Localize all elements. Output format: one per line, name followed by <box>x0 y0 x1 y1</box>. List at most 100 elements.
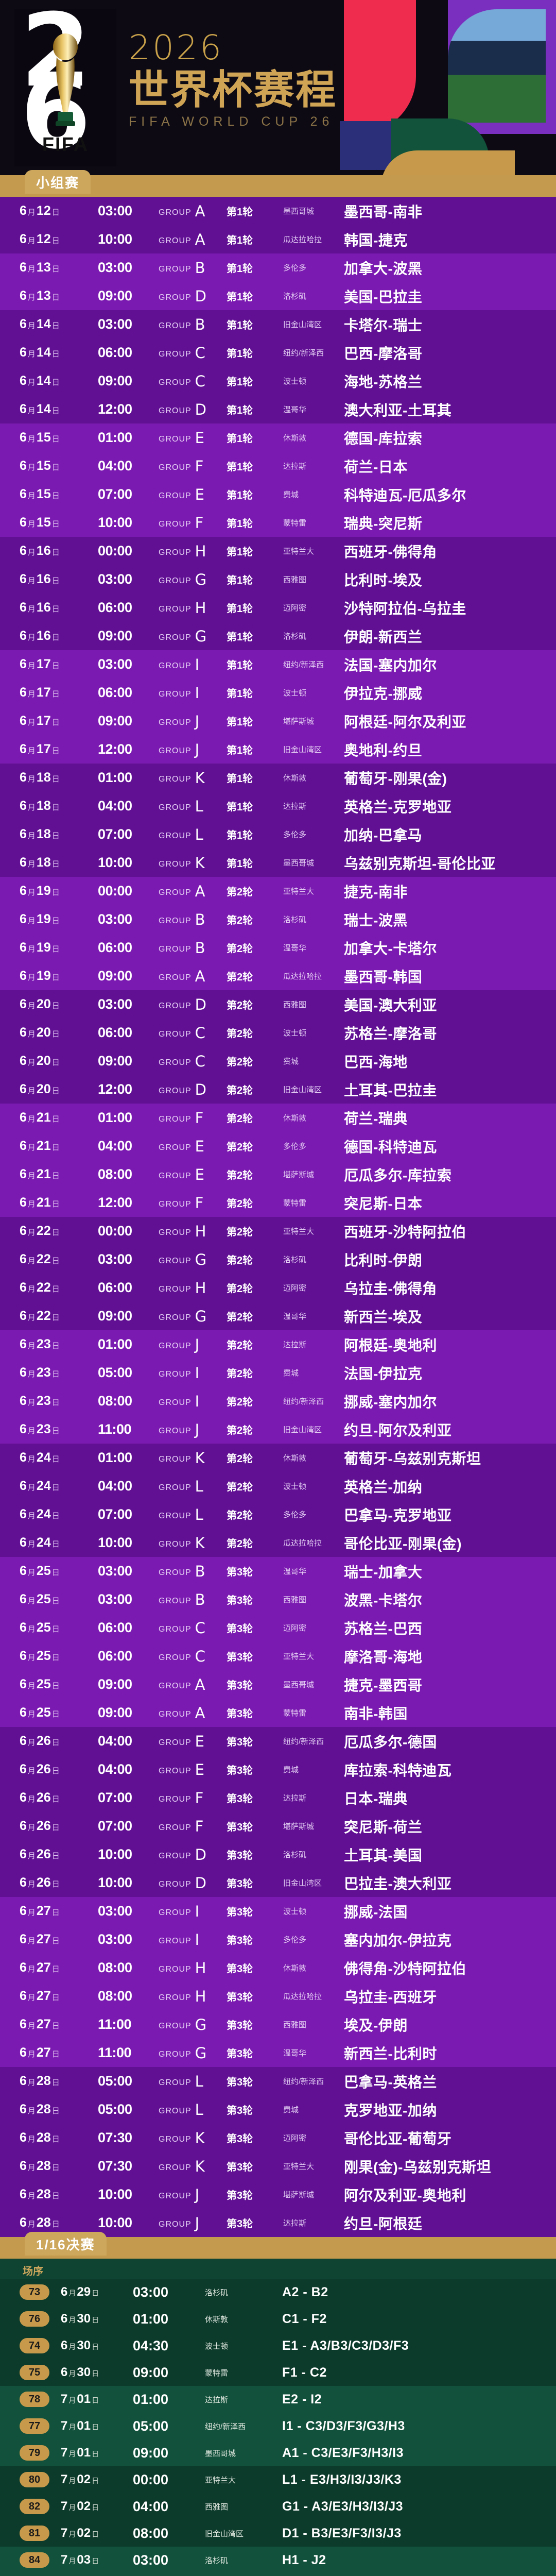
match-group: GROUP A <box>159 230 206 248</box>
match-city: 休斯敦 <box>205 2315 229 2324</box>
match-date: 6 月21 日 <box>20 1110 60 1125</box>
match-group: GROUP I <box>159 1902 200 1920</box>
table-row: 6 月27 日 08:00 GROUP H 第3轮 瓜达拉哈拉 乌拉圭-西班牙 <box>0 1982 556 2010</box>
match-teams: 巴拿马-英格兰 <box>344 2074 437 2090</box>
match-city: 洛杉矶 <box>283 916 307 924</box>
order-column-header: 场序 <box>23 2266 43 2277</box>
section-tab-r32: 1/16决赛 <box>0 2232 556 2259</box>
match-time: 11:00 <box>98 2016 132 2032</box>
match-number-badge: 77 <box>20 2418 49 2434</box>
match-teams: 阿根廷-阿尔及利亚 <box>344 714 466 730</box>
table-row: 6 月22 日 00:00 GROUP H 第2轮 亚特兰大 西班牙-沙特阿拉伯 <box>0 1217 556 1245</box>
match-group: GROUP D <box>159 1080 207 1098</box>
match-date: 6 月25 日 <box>20 1705 60 1720</box>
match-date: 6 月14 日 <box>20 402 60 416</box>
match-city: 纽约/新泽西 <box>283 1737 324 1746</box>
table-row: 6 月19 日 00:00 GROUP A 第2轮 亚特兰大 捷克-南非 <box>0 877 556 905</box>
match-time: 09:00 <box>98 968 132 984</box>
match-city: 达拉斯 <box>283 1341 307 1349</box>
match-date: 6 月17 日 <box>20 657 60 671</box>
match-group: GROUP A <box>159 967 206 985</box>
match-round: 第2轮 <box>227 1538 253 1550</box>
table-row: 6 月20 日 09:00 GROUP C 第2轮 费城 巴西-海地 <box>0 1047 556 1075</box>
match-teams: I1 - C3/D3/F3/G3/H3 <box>282 2418 405 2433</box>
match-time: 10:00 <box>98 855 132 870</box>
match-date: 6 月22 日 <box>20 1280 60 1295</box>
match-round: 第2轮 <box>227 1227 253 1238</box>
match-city: 费城 <box>283 2106 299 2114</box>
match-round: 第3轮 <box>227 2020 253 2031</box>
match-round: 第1轮 <box>227 235 253 246</box>
match-time: 12:00 <box>98 1195 132 1210</box>
match-date: 6 月22 日 <box>20 1224 60 1238</box>
match-teams: 巴西-摩洛哥 <box>344 345 423 362</box>
match-city: 温哥华 <box>283 405 307 414</box>
match-teams: H1 - J2 <box>282 2552 326 2567</box>
match-round: 第2轮 <box>227 915 253 926</box>
match-group: GROUP C <box>159 1647 206 1665</box>
match-city: 旧金山湾区 <box>283 1086 322 1094</box>
match-time: 01:00 <box>98 1110 132 1125</box>
match-date: 6 月16 日 <box>20 600 60 615</box>
hero-banner: 2 6 FIFA 2026 世界杯赛程 FIFA WORLD CUP 26 <box>0 0 556 175</box>
match-time: 03:00 <box>98 656 132 672</box>
match-group: GROUP E <box>159 1760 205 1778</box>
match-group: GROUP K <box>159 769 205 787</box>
match-date: 6 月12 日 <box>20 232 60 246</box>
match-time: 05:00 <box>133 2418 169 2434</box>
match-teams: 伊拉克-挪威 <box>344 685 423 702</box>
match-time: 10:00 <box>98 1875 132 1890</box>
match-city: 达拉斯 <box>205 2395 229 2404</box>
match-round: 第1轮 <box>227 263 253 275</box>
match-time: 07:00 <box>98 1506 132 1522</box>
match-teams: 新西兰-比利时 <box>344 2045 437 2062</box>
match-group: GROUP E <box>159 485 205 503</box>
table-row: 84 7 月03 日 03:00 洛杉矶 H1 - J2 <box>0 2547 556 2573</box>
match-round: 第1轮 <box>227 207 253 218</box>
match-group: GROUP D <box>159 400 207 418</box>
match-time: 09:00 <box>98 1705 132 1720</box>
match-teams: 葡萄牙-刚果(金) <box>344 770 447 787</box>
match-round: 第1轮 <box>227 688 253 700</box>
match-date: 7 月01 日 <box>61 2392 99 2406</box>
match-teams: 卡塔尔-瑞士 <box>344 317 423 333</box>
page-subtitle: FIFA WORLD CUP 26 <box>129 114 334 129</box>
match-date: 6 月20 日 <box>20 1054 60 1068</box>
table-row: 6 月27 日 11:00 GROUP G 第3轮 温哥华 新西兰-比利时 <box>0 2039 556 2067</box>
match-time: 08:00 <box>98 1166 132 1182</box>
table-row: 6 月19 日 03:00 GROUP B 第2轮 洛杉矶 瑞士-波黑 <box>0 905 556 934</box>
match-group: GROUP L <box>159 2072 204 2090</box>
match-time: 11:00 <box>98 2045 132 2060</box>
group-stage-table: 6 月12 日 03:00 GROUP A 第1轮 墨西哥城 墨西哥-南非 6 月12 日 10:00 G… <box>0 197 556 2237</box>
shape-navy <box>340 121 396 170</box>
match-city: 波士顿 <box>283 1482 307 1491</box>
match-time: 01:00 <box>98 1336 132 1352</box>
match-date: 7 月01 日 <box>61 2446 99 2460</box>
match-teams: 阿尔及利亚-奥地利 <box>344 2187 466 2204</box>
match-group: GROUP E <box>159 1137 205 1155</box>
table-row: 6 月18 日 04:00 GROUP L 第1轮 达拉斯 英格兰-克罗地亚 <box>0 792 556 820</box>
table-row: 6 月20 日 06:00 GROUP C 第2轮 波士顿 苏格兰-摩洛哥 <box>0 1019 556 1047</box>
match-number-badge: 79 <box>20 2445 49 2461</box>
match-round: 第2轮 <box>227 1425 253 1436</box>
match-time: 03:00 <box>98 571 132 587</box>
match-teams: 乌拉圭-西班牙 <box>344 1989 437 2005</box>
table-row: 837月03日07:00多伦多K2 - L2 <box>0 2573 556 2576</box>
match-number-badge: 76 <box>20 2311 49 2327</box>
match-time: 04:00 <box>98 798 132 814</box>
match-teams: A1 - C3/E3/F3/H3/I3 <box>282 2445 404 2460</box>
match-city: 波士顿 <box>283 1029 307 1038</box>
match-round: 第1轮 <box>227 802 253 813</box>
match-round: 第3轮 <box>227 1765 253 1776</box>
match-time: 07:00 <box>98 826 132 842</box>
match-time: 09:00 <box>98 713 132 728</box>
table-row: 73 6 月29 日 03:00 洛杉矶 A2 - B2 <box>0 2279 556 2306</box>
match-city: 蒙特雷 <box>205 2368 229 2378</box>
match-date: 6 月27 日 <box>20 2045 60 2060</box>
match-number-badge: 81 <box>20 2526 49 2541</box>
match-round: 第1轮 <box>227 660 253 671</box>
match-city: 蒙特雷 <box>283 1199 307 1208</box>
table-row: 6 月19 日 09:00 GROUP A 第2轮 瓜达拉哈拉 墨西哥-韩国 <box>0 962 556 990</box>
table-row: 6 月25 日 09:00 GROUP A 第3轮 墨西哥城 捷克-墨西哥 <box>0 1670 556 1699</box>
match-teams: E1 - A3/B3/C3/D3/F3 <box>282 2338 409 2353</box>
